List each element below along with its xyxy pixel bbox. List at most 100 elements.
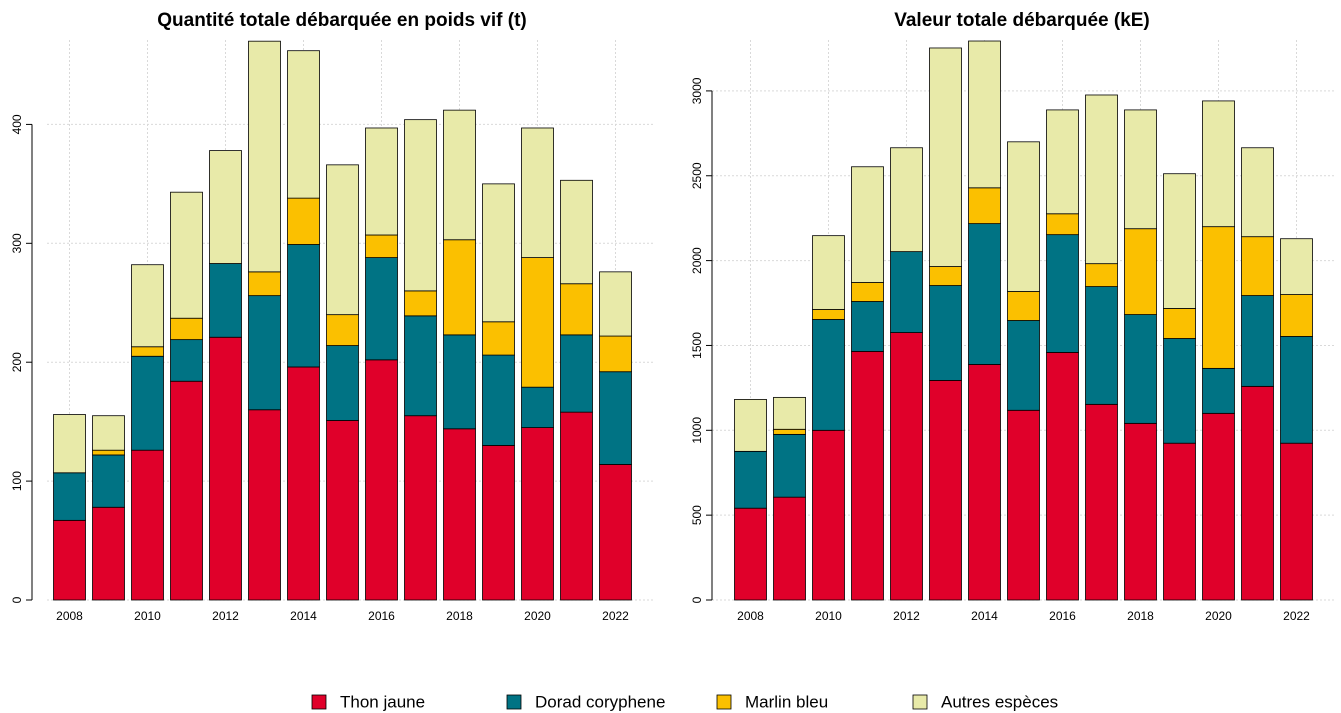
bar-segment (773, 433, 806, 498)
bar-segment (812, 235, 845, 310)
bar-segment (851, 350, 884, 601)
bar-segment (482, 445, 515, 601)
bar-segment (599, 371, 632, 465)
x-tick-label: 2018 (1127, 609, 1154, 623)
x-tick-label: 2016 (368, 609, 395, 623)
bar-segment (53, 414, 86, 474)
legend-swatch (716, 694, 732, 710)
bar-segment (1046, 234, 1079, 353)
bar-segment (365, 257, 398, 361)
y-tick-label: 2000 (690, 247, 704, 274)
bar-segment (968, 187, 1001, 225)
bar-segment (599, 335, 632, 373)
bar-segment (443, 239, 476, 336)
bar-segment (890, 251, 923, 333)
bar-segment (170, 339, 203, 382)
legend-swatch (912, 694, 928, 710)
x-tick-label: 2012 (212, 609, 239, 623)
bar-segment (482, 183, 515, 323)
bar-segment (929, 47, 962, 267)
bar-segment (248, 409, 281, 601)
bar-segment (326, 314, 359, 346)
bar-segment (773, 396, 806, 430)
bar-segment (1085, 263, 1118, 287)
bar-segment (1085, 403, 1118, 601)
bar-segment (929, 285, 962, 381)
bar-segment (248, 271, 281, 297)
bar-segment (890, 147, 923, 253)
bar-segment (170, 317, 203, 341)
bar-segment (1007, 320, 1040, 411)
bar-segment (326, 345, 359, 421)
x-tick-label: 2012 (893, 609, 920, 623)
bar-segment (1124, 422, 1157, 601)
bar-segment (1241, 385, 1274, 601)
bar-segment (521, 386, 554, 429)
y-tick-label: 1000 (690, 417, 704, 444)
y-tick-label: 300 (10, 233, 24, 253)
bar-segment (1163, 442, 1196, 601)
bar-segment (131, 346, 164, 357)
y-tick-label: 200 (10, 352, 24, 372)
bar-segment (443, 428, 476, 601)
bar-segment (209, 263, 242, 338)
bar-segment (560, 411, 593, 601)
legend-swatch (506, 694, 522, 710)
bar-segment (92, 449, 125, 456)
bar-segment (734, 507, 767, 601)
legend-label: Autres espèces (941, 692, 1058, 711)
y-tick-label: 3000 (690, 77, 704, 104)
bar-segment (248, 40, 281, 273)
bar-segment (287, 50, 320, 199)
bar-segment (404, 415, 437, 601)
bar-segment (560, 283, 593, 336)
bar-segment (443, 109, 476, 241)
bar-segment (890, 332, 923, 601)
bar-segment (170, 380, 203, 601)
y-tick-label: 400 (10, 114, 24, 134)
x-tick-label: 2014 (290, 609, 317, 623)
legend-swatch (311, 694, 327, 710)
x-tick-label: 2022 (602, 609, 629, 623)
bar-segment (521, 427, 554, 601)
bar-segment (365, 234, 398, 258)
bar-segment (1085, 94, 1118, 265)
bar-segment (968, 40, 1001, 189)
bar-segment (1163, 338, 1196, 444)
bar-segment (443, 334, 476, 430)
bar-segment (1241, 236, 1274, 296)
bar-segment (1202, 367, 1235, 414)
y-tick-label: 1500 (690, 332, 704, 359)
bar-segment (53, 472, 86, 521)
bar-segment (404, 119, 437, 292)
x-tick-label: 2014 (971, 609, 998, 623)
bar-segment (53, 519, 86, 601)
x-tick-label: 2008 (737, 609, 764, 623)
y-tick-label: 0 (10, 596, 24, 603)
legend-label: Thon jaune (340, 692, 425, 711)
bar-segment (560, 179, 593, 285)
bar-segment (1046, 352, 1079, 601)
bar-segment (773, 496, 806, 601)
chart-title: Quantité totale débarquée en poids vif (… (157, 10, 526, 31)
bar-segment (521, 127, 554, 258)
bar-segment (131, 355, 164, 451)
bar-segment (1202, 100, 1235, 228)
bar-segment (1007, 291, 1040, 321)
bar-segment (482, 354, 515, 446)
bar-segment (92, 415, 125, 451)
x-tick-label: 2008 (56, 609, 83, 623)
bar-segment (1241, 147, 1274, 238)
bar-segment (773, 428, 806, 435)
bar-segment (365, 359, 398, 601)
bar-segment (326, 164, 359, 316)
bar-segment (209, 336, 242, 601)
bar-segment (851, 166, 884, 283)
bar-segment (1163, 173, 1196, 309)
bar-segment (929, 380, 962, 601)
bar-segment (404, 315, 437, 417)
bar-segment (1280, 336, 1313, 444)
bar-segment (1085, 286, 1118, 405)
bar-segment (1241, 295, 1274, 387)
